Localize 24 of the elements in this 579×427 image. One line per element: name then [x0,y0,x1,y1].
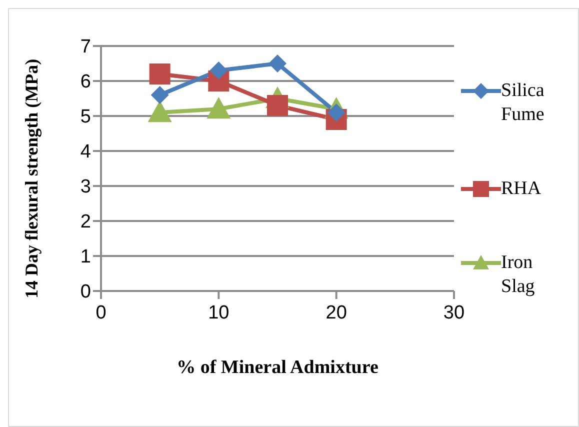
point [268,54,286,72]
x-tick-label: 30 [443,302,465,324]
y-tick-label: 2 [80,212,91,233]
y-tick-label: 1 [80,246,91,268]
y-tick-label: 5 [80,106,91,128]
x-tick-label: 0 [96,302,106,324]
x-tick-label: 10 [208,302,230,324]
x-tick-label: 20 [326,302,347,324]
point [149,64,170,84]
legend-label: Silica Fume [501,79,546,127]
y-tick-label: 7 [80,36,91,58]
point [206,97,231,119]
point [150,86,169,104]
y-tick-label: 6 [80,72,91,93]
y-axis-title: 14 Day flexural strength (MPa) [21,58,42,298]
point [267,95,288,116]
legend-label: RHA [501,177,542,201]
legend-label: Iron Slag [501,251,536,299]
y-tick-label: 0 [80,282,91,303]
point [148,100,172,122]
point [210,62,228,80]
y-tick-label: 3 [80,176,91,198]
y-tick-label: 4 [80,142,92,163]
x-axis-title: % of Mineral Admixture [176,357,378,378]
